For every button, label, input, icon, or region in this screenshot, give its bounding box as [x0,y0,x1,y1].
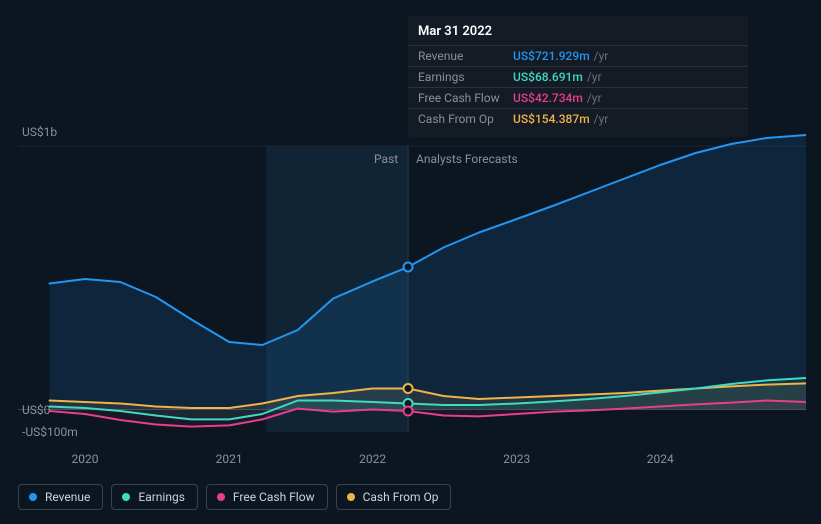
x-axis: 2020 2021 2022 2023 2024 [18,452,806,472]
x-axis-tick-label: 2021 [216,452,243,466]
legend-item-revenue[interactable]: Revenue [18,484,103,510]
tooltip-row-value: US$154.387m [513,112,590,126]
x-axis-tick-label: 2022 [359,452,386,466]
tooltip-row: Cash From OpUS$154.387m/yr [408,108,748,129]
y-axis-tick-label: -US$100m [22,425,78,439]
x-axis-tick-label: 2020 [71,452,98,466]
tooltip-row-value: US$42.734m [513,91,583,105]
tooltip-row-label: Revenue [418,49,513,63]
tooltip-row-unit: /yr [594,112,609,126]
tooltip-row-unit: /yr [594,49,609,63]
tooltip-row-label: Cash From Op [418,112,513,126]
tooltip-row-value: US$68.691m [513,70,583,84]
tooltip-row-unit: /yr [587,70,602,84]
legend-dot-icon [217,493,225,501]
forecast-region-label: Analysts Forecasts [416,152,518,166]
tooltip-title: Mar 31 2022 [408,24,748,45]
legend-item-label: Cash From Op [363,490,439,504]
tooltip-row: RevenueUS$721.929m/yr [408,45,748,66]
tooltip-row-label: Earnings [418,70,513,84]
legend-item-label: Free Cash Flow [233,490,315,504]
legend-dot-icon [29,493,37,501]
legend-item-cash_from_op[interactable]: Cash From Op [336,484,452,510]
chart-plot-area[interactable] [18,132,806,432]
tooltip-row-label: Free Cash Flow [418,91,513,105]
legend-item-free_cash_flow[interactable]: Free Cash Flow [206,484,328,510]
tooltip-row-unit: /yr [587,91,602,105]
chart-svg [18,132,806,432]
x-axis-tick-label: 2023 [503,452,530,466]
tooltip-row-value: US$721.929m [513,49,590,63]
legend-dot-icon [122,493,130,501]
tooltip-row: Free Cash FlowUS$42.734m/yr [408,87,748,108]
legend-item-label: Earnings [138,490,185,504]
x-axis-tick-label: 2024 [647,452,674,466]
past-region-label: Past [374,152,398,166]
y-axis-tick-label: US$1b [22,125,57,139]
legend-dot-icon [347,493,355,501]
y-axis-tick-label: US$0 [22,403,50,417]
legend-item-label: Revenue [45,490,90,504]
chart-legend: Revenue Earnings Free Cash Flow Cash From O… [18,484,451,510]
tooltip-row: EarningsUS$68.691m/yr [408,66,748,87]
chart-tooltip: Mar 31 2022 RevenueUS$721.929m/yrEarning… [408,16,748,137]
legend-item-earnings[interactable]: Earnings [111,484,198,510]
